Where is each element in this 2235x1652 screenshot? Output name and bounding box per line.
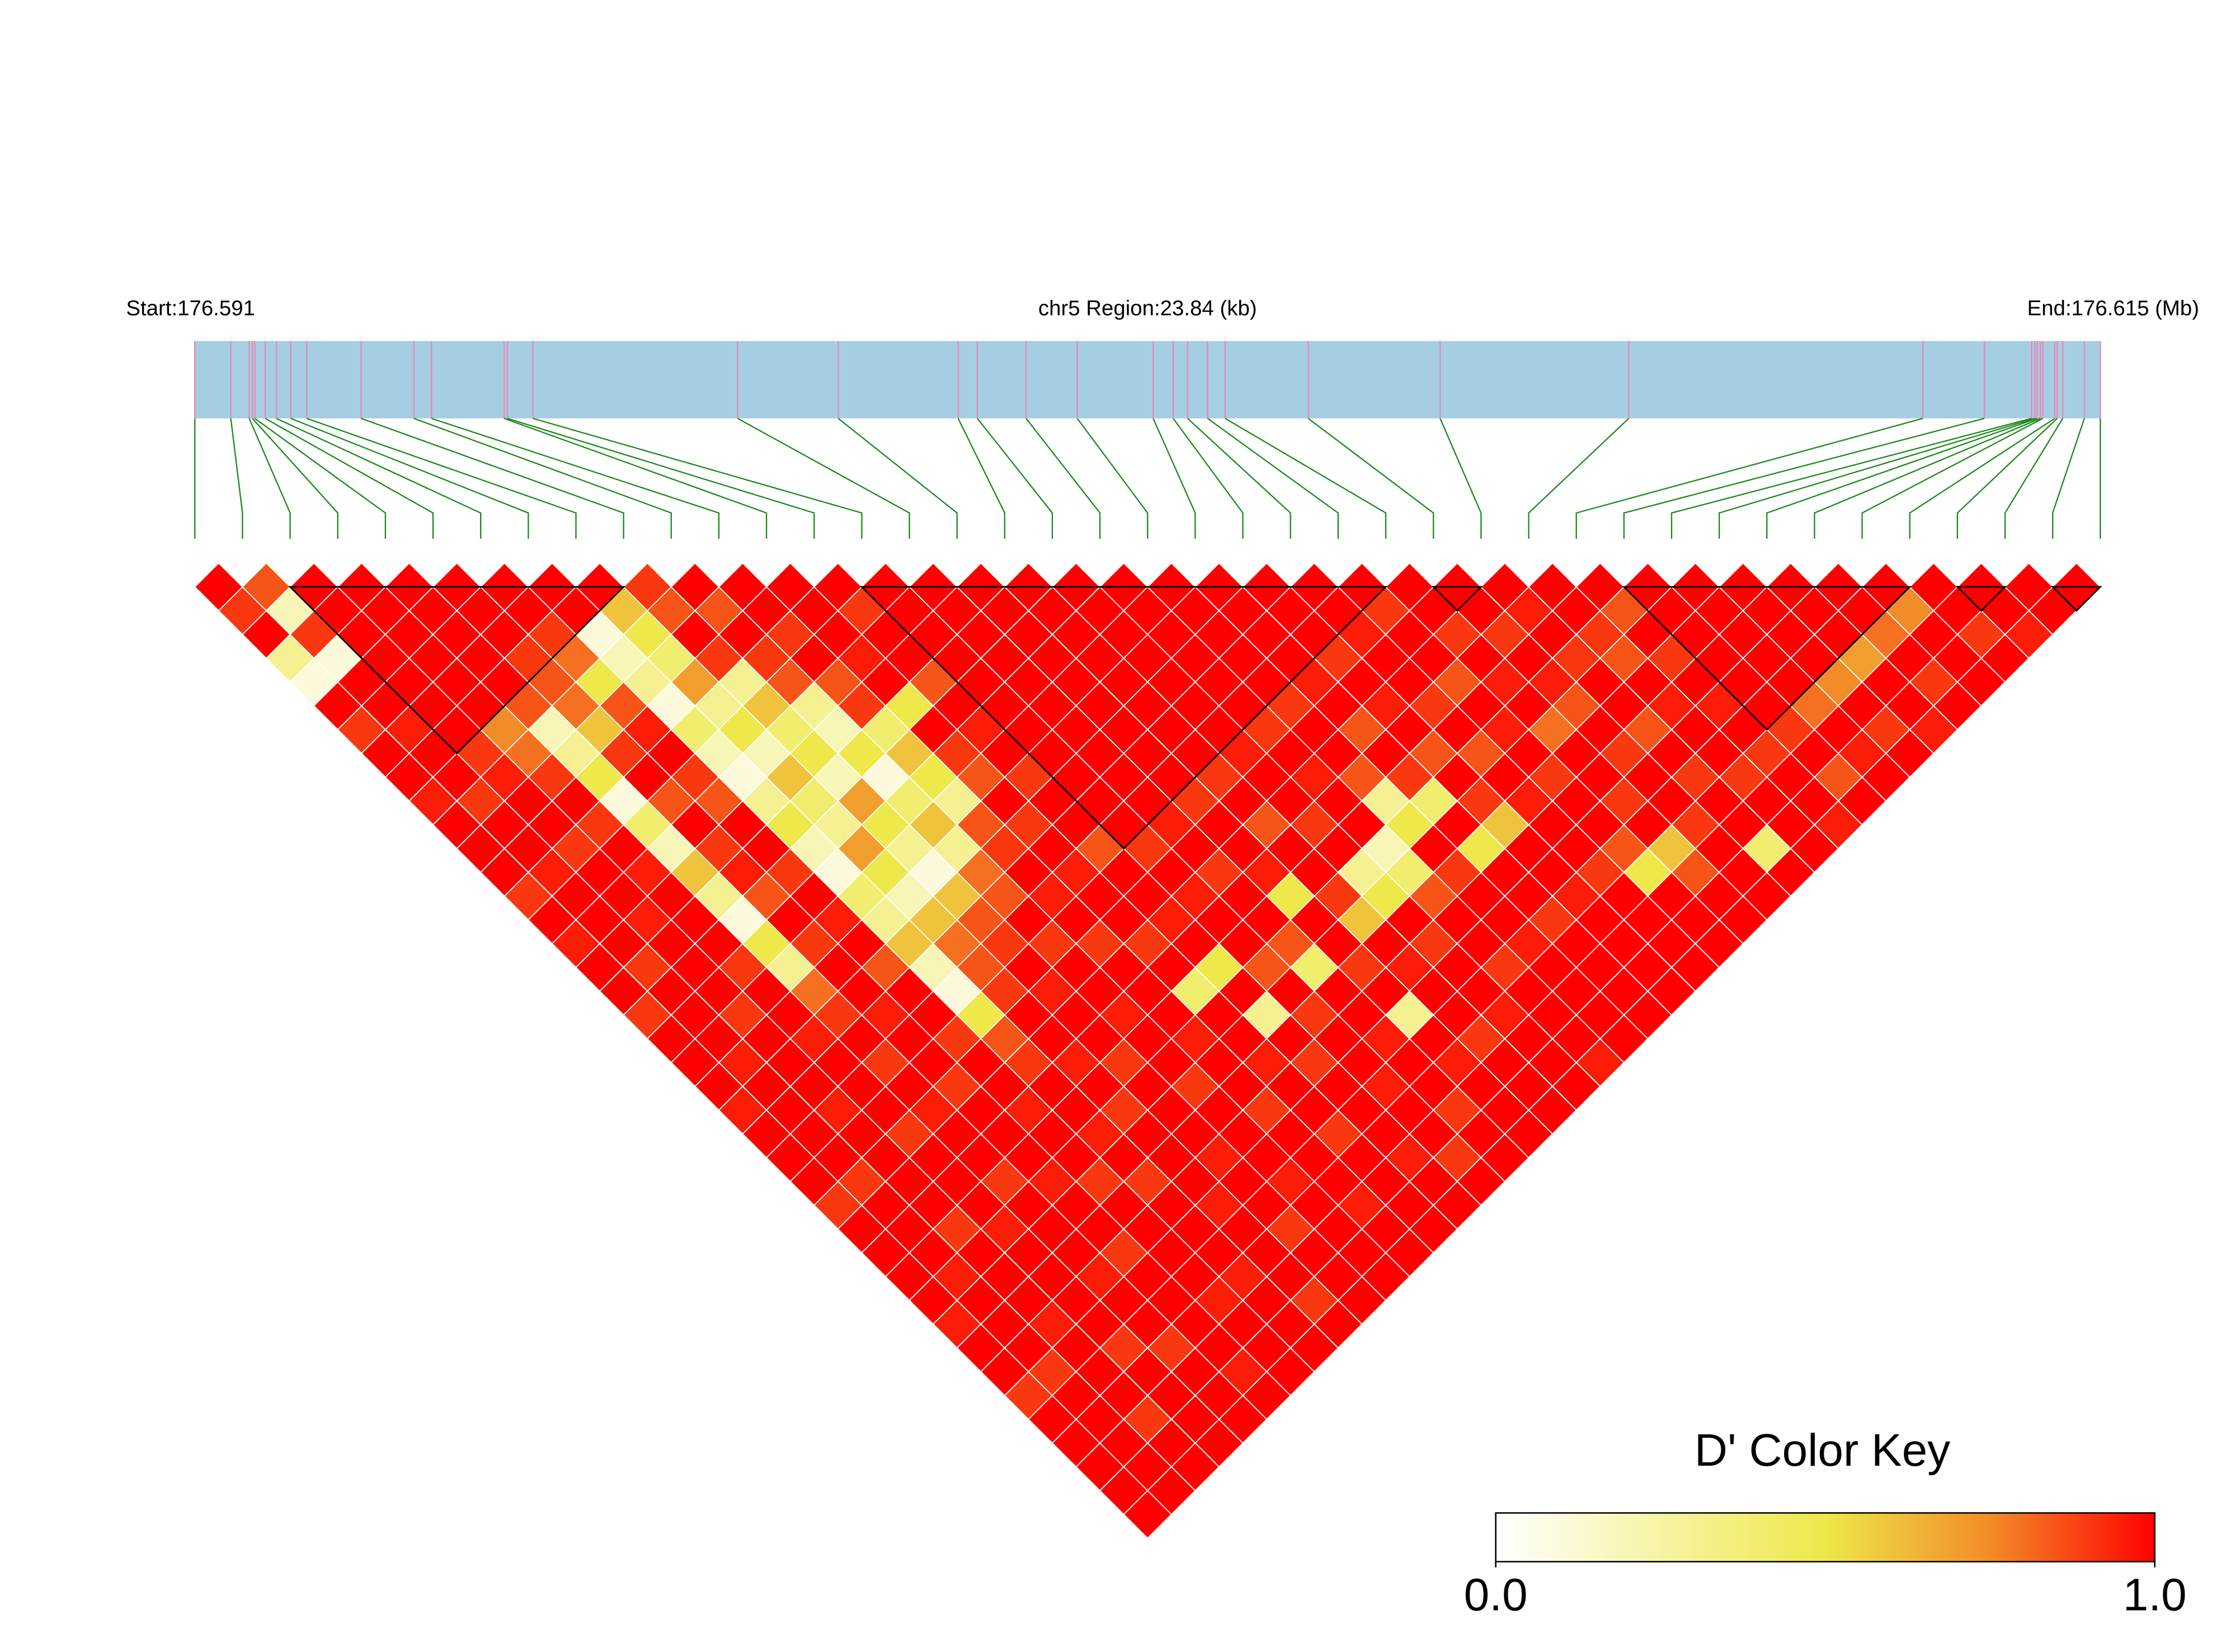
snp-connector [1439, 418, 1482, 539]
snp-connector [1909, 417, 2055, 539]
ld-block [1622, 586, 1912, 731]
snp-connector [1173, 418, 1244, 539]
snp-connector [1861, 417, 2043, 539]
snp-connector [1076, 418, 1149, 539]
snp-connector [507, 417, 815, 539]
ld-block [288, 586, 626, 755]
snp-connector [1718, 417, 2035, 539]
ld-block [1955, 586, 2007, 612]
ld-block [1431, 586, 1483, 612]
end-label: End:176.615 (Mb) [2027, 296, 2199, 321]
ld-block [2050, 586, 2102, 612]
snp-connector [252, 418, 338, 539]
snp-connector [306, 417, 577, 539]
snp-connector [1207, 417, 1339, 539]
snp-connector [533, 417, 863, 539]
snp-connector [230, 418, 243, 539]
snp-connector [431, 417, 720, 539]
snp-connector [957, 418, 1005, 539]
snp-connector [1187, 418, 1291, 539]
snp-connector [248, 418, 291, 539]
snp-connector [265, 417, 434, 539]
snp-connector [290, 417, 529, 539]
snp-connector [254, 417, 387, 539]
heatmap [194, 562, 2101, 1539]
snp-connector [413, 417, 672, 539]
snp-connector [361, 417, 624, 539]
snp-connector [1814, 417, 2041, 539]
snp-connector [1307, 418, 1434, 539]
colorbar-tick-label: 1.0 [2123, 1570, 2187, 1621]
colorbar-tick-label: 0.0 [1464, 1570, 1528, 1621]
snp-connector [1671, 417, 2032, 539]
snp-connector [837, 418, 958, 539]
start-label: Start:176.591 [126, 296, 255, 321]
gene-bar [195, 341, 2101, 418]
region-label: chr5 Region:23.84 (kb) [1038, 296, 1257, 321]
snp-connector [1528, 418, 1630, 539]
snp-connector [276, 417, 482, 539]
snp-connector [2052, 418, 2085, 539]
snp-connector [1956, 418, 2058, 539]
snp-connector [737, 417, 910, 539]
snp-connector [1025, 418, 1101, 539]
snp-connector [977, 418, 1053, 539]
snp-connector [1225, 417, 1387, 539]
colorbar [1495, 1512, 2156, 1562]
snp-connector [1152, 418, 1196, 539]
snp-connector [1623, 417, 1985, 539]
snp-connector [1575, 417, 1923, 539]
snp-connector [504, 417, 768, 539]
colorbar-title: D' Color Key [1695, 1425, 1950, 1476]
snp-connector [1766, 417, 2038, 539]
snp-connector [2004, 418, 2064, 539]
ld-block [859, 586, 1388, 850]
